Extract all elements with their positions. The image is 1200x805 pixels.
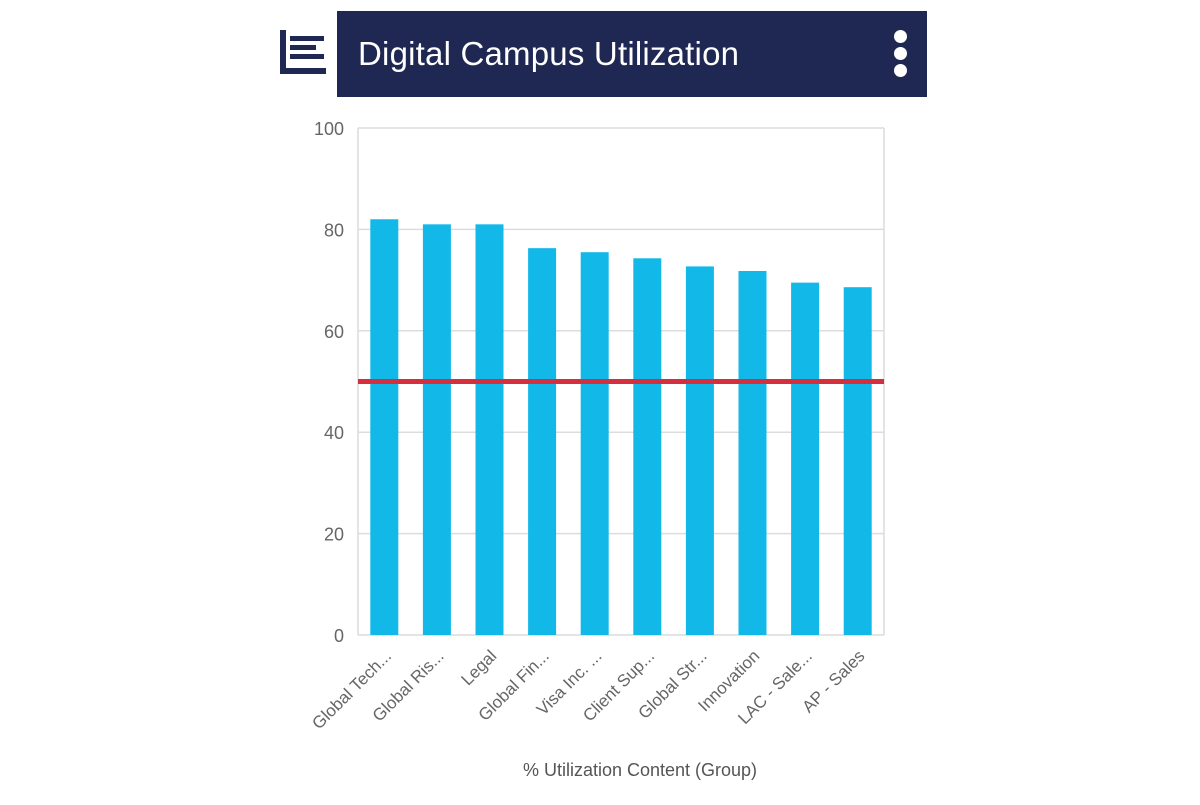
bar: [580, 252, 609, 635]
bar: [370, 219, 399, 635]
bar: [791, 282, 820, 635]
y-tick-label: 100: [314, 119, 344, 139]
y-tick-label: 40: [324, 423, 344, 443]
bar: [633, 258, 662, 635]
x-tick-label: Legal: [457, 646, 500, 689]
page-title: Digital Campus Utilization: [358, 35, 740, 72]
bar: [738, 270, 767, 635]
bar: [843, 287, 872, 635]
x-axis-title: % Utilization Content (Group): [522, 760, 758, 780]
bar-list-logo-icon: [280, 30, 326, 74]
bar: [685, 266, 714, 635]
bar: [422, 224, 451, 635]
bar: [475, 224, 504, 635]
title-bar: Digital Campus Utilization: [337, 11, 927, 97]
bar: [528, 248, 557, 635]
y-tick-label: 20: [324, 525, 344, 545]
y-tick-label: 60: [324, 322, 344, 342]
y-tick-label: 0: [334, 626, 344, 646]
y-tick-label: 80: [324, 220, 344, 240]
more-vertical-icon[interactable]: [885, 28, 915, 82]
